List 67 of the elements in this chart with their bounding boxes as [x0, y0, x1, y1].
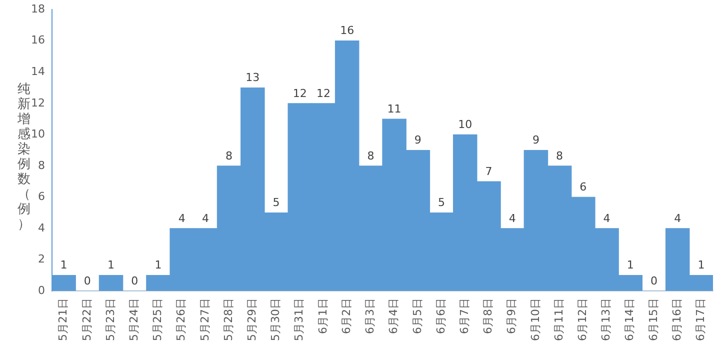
x-tick-label: 5月25日 — [151, 298, 164, 342]
data-label: 8 — [226, 149, 233, 162]
x-tick-label: 6月7日 — [458, 298, 471, 334]
data-label: 1 — [60, 258, 68, 272]
data-label: 0 — [84, 274, 91, 288]
y-tick-label: 16 — [30, 34, 45, 47]
x-tick-label: 6月16日 — [670, 298, 684, 342]
data-label: 8 — [367, 149, 374, 162]
y-tick-label: 18 — [30, 2, 45, 16]
y-tick-label: 0 — [38, 284, 45, 297]
y-tick-label: 6 — [38, 190, 45, 204]
data-label: 5 — [438, 196, 446, 210]
y-tick-label: 4 — [38, 221, 45, 234]
y-tick-label: 2 — [38, 252, 45, 266]
x-tick-label: 6月10日 — [528, 298, 542, 342]
data-label: 16 — [340, 24, 354, 38]
data-label: 5 — [272, 196, 280, 210]
x-tick-label: 5月26日 — [174, 298, 188, 342]
data-label: 0 — [131, 274, 138, 288]
y-tick-label: 10 — [30, 128, 45, 141]
data-label: 1 — [154, 258, 162, 272]
x-tick-label: 6月13日 — [600, 298, 613, 342]
data-label: 4 — [202, 212, 209, 225]
data-label: 0 — [650, 274, 658, 288]
text: 纯新增感染例数（例） — [18, 82, 30, 232]
data-label: 9 — [414, 134, 422, 147]
data-label: 11 — [387, 102, 402, 116]
x-tick-label: 6月6日 — [434, 298, 448, 334]
x-tick-label: 6月3日 — [364, 298, 377, 334]
data-label: 4 — [674, 212, 682, 225]
x-tick-label: 5月27日 — [198, 298, 212, 342]
x-tick-label: 6月11日 — [552, 298, 566, 342]
data-label: 10 — [458, 118, 472, 132]
data-label: 7 — [485, 164, 492, 178]
x-tick-label: 6月12日 — [576, 298, 590, 342]
x-tick-label: 6月1日 — [316, 298, 330, 334]
x-tick-label: 6月5日 — [410, 298, 424, 334]
x-tick-label: 5月21日 — [56, 298, 70, 342]
x-tick-label: 5月23日 — [104, 298, 117, 342]
x-tick-label: 5月31日 — [292, 298, 306, 342]
data-label: 4 — [508, 212, 516, 225]
y-tick-label: 8 — [38, 158, 45, 172]
x-tick-label: 6月14日 — [623, 298, 636, 342]
x-tick-label: 5月24日 — [127, 298, 140, 342]
data-label: 1 — [698, 258, 705, 272]
x-tick-label: 5月22日 — [80, 298, 94, 342]
x-tick-label: 6月15日 — [646, 298, 660, 342]
x-tick-label: 5月30日 — [269, 298, 282, 342]
data-label: 6 — [580, 180, 587, 194]
data-label: 8 — [556, 149, 564, 162]
data-label: 13 — [246, 71, 260, 84]
x-tick-label: 6月9日 — [505, 298, 518, 334]
y-tick-label: 12 — [30, 96, 45, 110]
data-label: 9 — [532, 134, 540, 147]
x-tick-label: 6月4日 — [387, 298, 400, 334]
x-tick-label: 6月8日 — [482, 298, 495, 334]
data-label: 1 — [626, 258, 634, 272]
x-tick-label: 6月17日 — [694, 298, 708, 342]
data-label: 12 — [292, 86, 307, 100]
x-tick-label: 6月2日 — [340, 298, 353, 334]
x-tick-label: 5月29日 — [246, 298, 259, 342]
data-label: 12 — [316, 86, 330, 100]
y-tick-label: 14 — [30, 64, 45, 78]
data-label: 4 — [603, 212, 610, 225]
data-label: 4 — [178, 212, 186, 225]
x-tick-label: 5月28日 — [222, 298, 235, 342]
data-label: 1 — [108, 258, 115, 272]
